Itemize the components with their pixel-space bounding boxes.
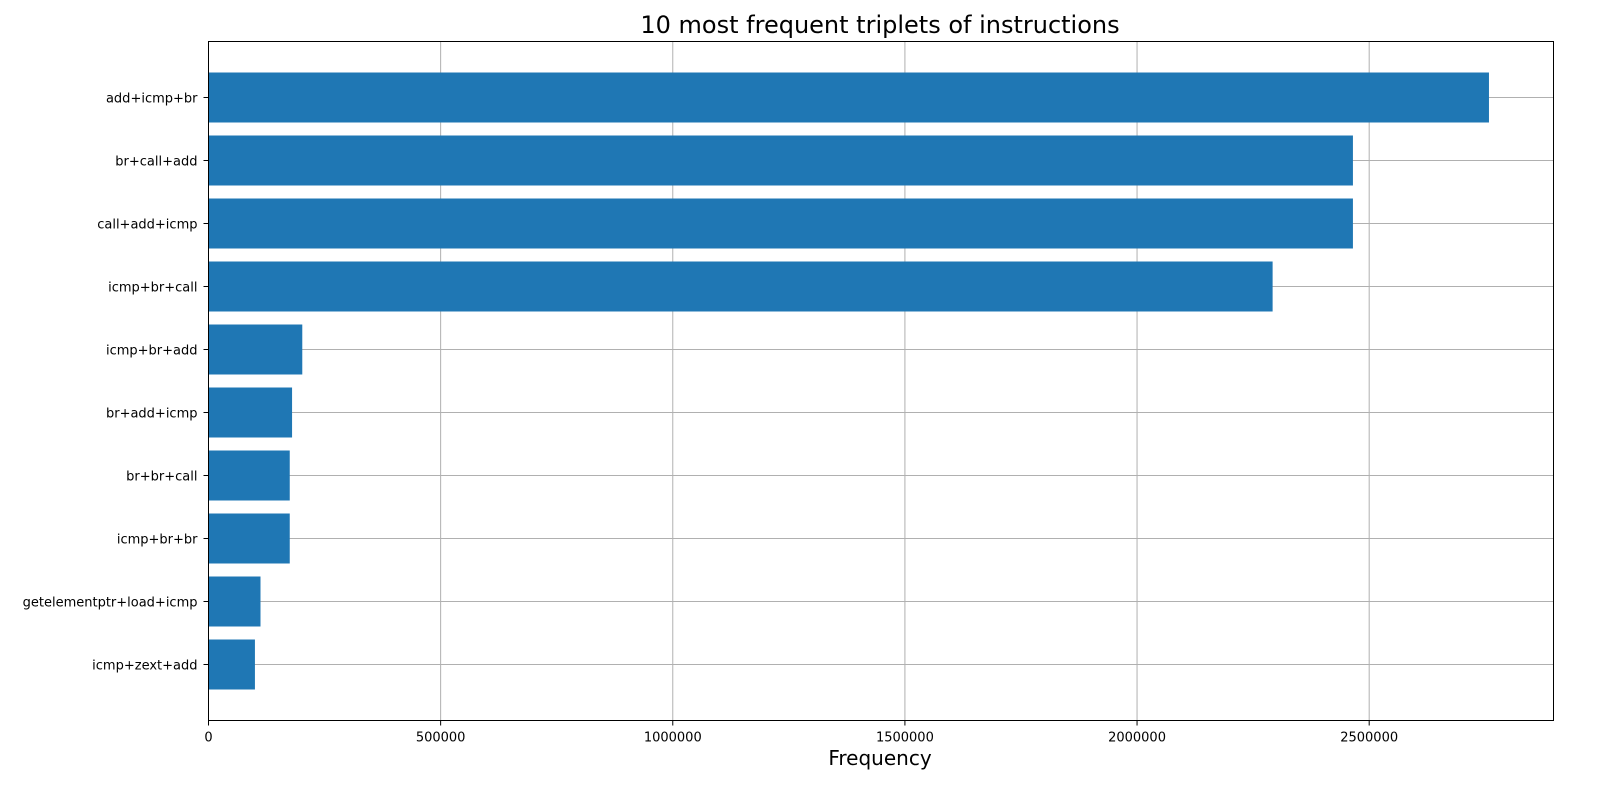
y-tick-label: getelementptr+load+icmp: [23, 596, 198, 611]
bar-3: [208, 261, 1273, 312]
bar-9: [208, 639, 255, 690]
bar-4: [208, 324, 303, 375]
y-tick-layer: add+icmp+br br+call+add call+add+icmp icmp+…: [23, 92, 209, 674]
y-tick-label: br+call+add: [115, 155, 197, 170]
y-tick-label: br+br+call: [126, 470, 197, 485]
x-tick-label: 1500000: [876, 731, 934, 746]
y-tick-label: icmp+zext+add: [92, 659, 197, 674]
y-tick-label: icmp+br+call: [108, 281, 197, 296]
bars-layer: [208, 72, 1489, 690]
y-tick-label: icmp+br+br: [117, 533, 198, 548]
x-tick-label: 1000000: [644, 731, 702, 746]
y-tick-label: br+add+icmp: [106, 407, 198, 422]
x-tick-label: 2000000: [1108, 731, 1166, 746]
chart-title: 10 most frequent triplets of instruction…: [640, 11, 1119, 39]
bar-0: [208, 72, 1489, 123]
bar-5: [208, 387, 293, 438]
x-axis-label: Frequency: [828, 746, 931, 770]
x-tick-label: 500000: [416, 731, 466, 746]
y-tick-label: add+icmp+br: [106, 92, 198, 107]
bar-8: [208, 576, 261, 627]
bar-6: [208, 450, 290, 501]
bar-2: [208, 198, 1353, 249]
plot-frame: [208, 41, 1554, 721]
bar-1: [208, 135, 1353, 186]
y-tick-label: icmp+br+add: [106, 344, 198, 359]
y-tick-label: call+add+icmp: [97, 218, 197, 233]
x-tick-label: 0: [204, 731, 212, 746]
grid-layer: [208, 41, 1554, 721]
x-tick-label: 2500000: [1340, 731, 1398, 746]
x-tick-layer: 0 500000 1000000 1500000 2000000 2500000: [204, 720, 1398, 746]
bar-7: [208, 513, 290, 564]
